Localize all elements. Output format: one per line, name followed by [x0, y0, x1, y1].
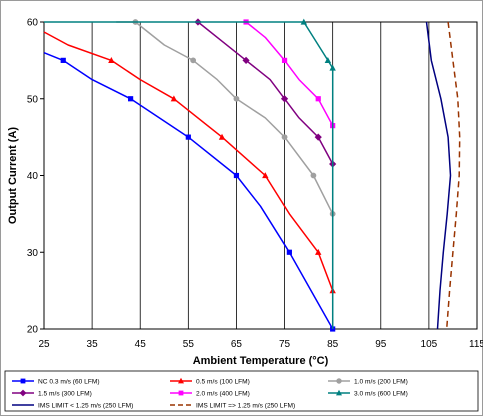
series-line [445, 21, 461, 330]
data-point-marker [315, 248, 322, 255]
series-layer [43, 18, 461, 332]
data-point-marker [300, 18, 307, 25]
data-point-marker [178, 377, 184, 384]
legend-label: 1.5 m/s (300 LFM) [38, 390, 92, 397]
data-point-marker [178, 390, 184, 396]
legend-entry: 2.0 m/s (400 LFM) [170, 390, 250, 397]
legend-entry: 1.0 m/s (200 LFM) [328, 378, 408, 385]
data-point-marker [281, 134, 288, 141]
data-point-marker [60, 57, 66, 63]
legend-label: 1.0 m/s (200 LFM) [354, 378, 408, 385]
data-point-marker [310, 172, 317, 179]
legend-label: NC 0.3 m/s (60 LFM) [38, 378, 100, 385]
data-point-marker [280, 95, 289, 103]
series-line [43, 31, 334, 291]
legend-label: 3.0 m/s (600 LFM) [354, 390, 408, 397]
data-point-marker [128, 96, 134, 102]
data-point-marker [233, 172, 240, 179]
data-point-marker [19, 389, 27, 397]
data-point-marker [315, 96, 321, 102]
data-point-marker [281, 57, 288, 63]
series-line [425, 21, 452, 330]
x-axis-title: Ambient Temperature (°C) [193, 355, 329, 367]
series-group [445, 21, 461, 330]
data-point-marker [329, 64, 336, 71]
legend-label: IMS LIMIT => 1.25 m/s (250 LFM) [196, 402, 295, 409]
x-tick-label: 75 [279, 339, 291, 350]
x-tick-label: 35 [87, 339, 99, 350]
x-tick-label: 45 [135, 339, 147, 350]
series-line [116, 21, 334, 215]
data-point-marker [336, 378, 342, 384]
legend-label: 0.5 m/s (100 LFM) [196, 378, 250, 385]
series-line [245, 21, 334, 126]
legend-entry: 3.0 m/s (600 LFM) [328, 389, 408, 397]
x-tick-label: 65 [231, 339, 243, 350]
series-group [43, 31, 336, 294]
legend-entry: IMS LIMIT < 1.25 m/s (250 LFM) [12, 402, 133, 409]
x-tick-label: 55 [183, 339, 195, 350]
data-point-marker [218, 133, 226, 140]
x-tick-label: 105 [421, 339, 438, 350]
y-tick-label: 20 [27, 325, 39, 336]
data-point-marker [286, 249, 292, 255]
y-tick-label: 40 [27, 171, 39, 182]
legend-entry: NC 0.3 m/s (60 LFM) [12, 378, 100, 385]
data-point-marker [262, 172, 269, 179]
axis-ticks: 25 35 45 55 65 75 85 95 105 115 20 30 40 50 60 [27, 18, 483, 351]
y-axis-title: Output Current (A) [7, 127, 19, 224]
y-tick-label: 50 [27, 94, 39, 105]
data-point-marker [170, 95, 178, 102]
x-tick-label: 115 [469, 339, 483, 350]
series-line [197, 21, 334, 165]
y-tick-label: 30 [27, 248, 39, 259]
data-point-marker [336, 389, 342, 396]
legend: NC 0.3 m/s (60 LFM) 0.5 m/s (100 LFM) 1.0 … [4, 370, 479, 412]
x-tick-label: 95 [375, 339, 387, 350]
y-tick-label: 60 [27, 18, 39, 29]
legend-box [4, 370, 479, 412]
data-point-marker [190, 57, 197, 64]
data-point-marker [242, 56, 250, 64]
series-group [44, 18, 336, 329]
legend-entry: 1.5 m/s (300 LFM) [12, 389, 92, 397]
series-group [116, 19, 336, 217]
legend-label: 2.0 m/s (400 LFM) [196, 390, 250, 397]
data-point-marker [324, 56, 332, 63]
data-point-marker [314, 133, 322, 141]
data-point-marker [20, 378, 26, 384]
legend-entry: 0.5 m/s (100 LFM) [170, 377, 250, 385]
data-point-marker [233, 95, 240, 102]
data-point-marker [108, 56, 115, 63]
x-tick-label: 25 [38, 339, 50, 350]
series-group [425, 21, 452, 330]
data-point-marker [185, 134, 191, 140]
legend-entry: IMS LIMIT => 1.25 m/s (250 LFM) [170, 402, 295, 409]
legend-label: IMS LIMIT < 1.25 m/s (250 LFM) [38, 402, 133, 409]
x-tick-label: 85 [327, 339, 339, 350]
